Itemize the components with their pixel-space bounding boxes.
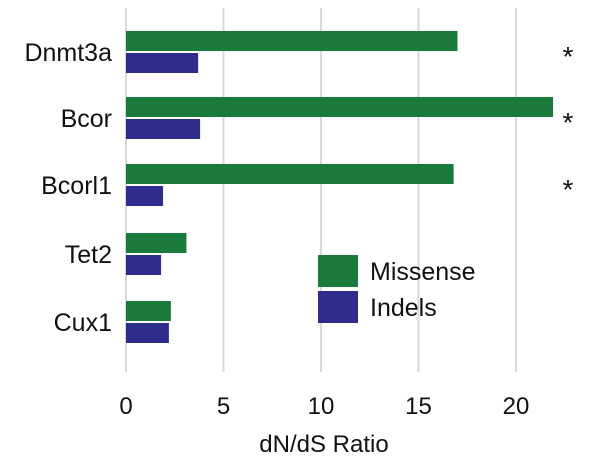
legend-swatch-indels [318,291,358,323]
x-tick-label: 10 [308,393,335,420]
significance-markers: * * * [563,41,574,205]
bar-missense-cux1 [126,301,171,321]
bar-missense-dnmt3a [126,31,458,51]
bar-indels-dnmt3a [126,53,199,73]
bar-missense-bcorl1 [126,164,454,184]
x-tick-label: 15 [405,393,432,420]
legend-label-missense: Missense [370,258,476,286]
significance-asterisk: * [563,174,574,205]
bar-indels-cux1 [126,323,169,343]
bars [126,31,554,343]
y-tick-label: Bcor [61,105,112,133]
significance-asterisk: * [563,107,574,138]
y-axis-tick-labels: Dnmt3a Bcor Bcorl1 Tet2 Cux1 [24,39,112,337]
x-axis-title: dN/dS Ratio [259,431,388,458]
bar-indels-bcorl1 [126,186,164,206]
legend-label-indels: Indels [370,294,437,322]
x-tick-label: 5 [217,393,230,420]
significance-asterisk: * [563,41,574,72]
y-tick-label: Dnmt3a [24,39,112,67]
bar-indels-tet2 [126,255,162,275]
bar-indels-bcor [126,119,201,139]
legend: Missense Indels [318,255,476,323]
x-axis-tick-labels: 0 5 10 15 20 [119,393,529,420]
y-tick-label: Tet2 [65,241,112,269]
x-tick-label: 0 [119,393,132,420]
bar-missense-bcor [126,97,554,117]
x-tick-label: 20 [503,393,530,420]
bar-missense-tet2 [126,233,187,253]
y-tick-label: Cux1 [54,309,112,337]
legend-swatch-missense [318,255,358,287]
y-tick-label: Bcorl1 [41,172,112,200]
